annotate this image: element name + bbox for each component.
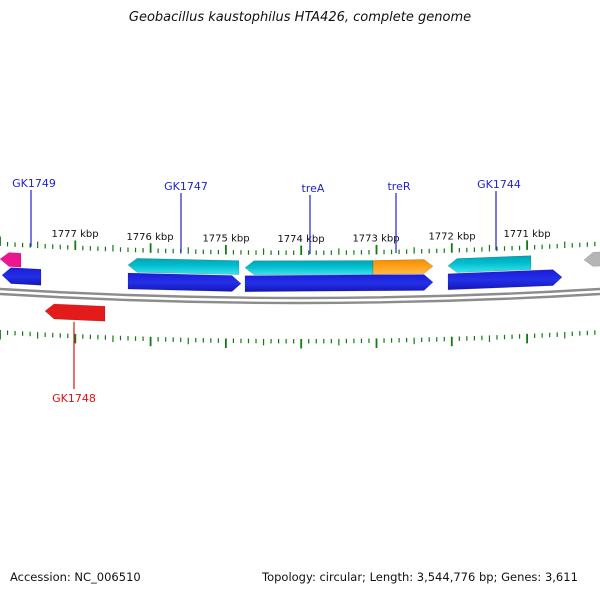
- gene-arrow-blue-2: [127, 272, 242, 292]
- genome-summary-text: Topology: circular; Length: 3,544,776 bp…: [262, 570, 578, 584]
- gene-label: GK1749: [12, 177, 56, 190]
- page-title: Geobacillus kaustophilus HTA426, complet…: [128, 10, 472, 25]
- gene-arrow-treR: [372, 259, 434, 275]
- gene-arrow-treA: [244, 260, 374, 276]
- gene-callout-lines: [30, 190, 497, 389]
- gene-label: GK1744: [477, 178, 521, 191]
- backbone-line: [0, 287, 600, 300]
- ruler-position-label: 1773 kbp: [352, 233, 399, 244]
- gene-arrow-blue-3: [244, 274, 434, 292]
- gene-label: GK1747: [164, 180, 208, 193]
- gene-arrow-cyan-2: [447, 255, 532, 273]
- accession-text: Accession: NC_006510: [10, 570, 141, 584]
- ruler-position-label: 1776 kbp: [126, 232, 173, 243]
- ruler-position-label: 1777 kbp: [51, 229, 98, 240]
- ruler-position-label: 1775 kbp: [202, 233, 249, 244]
- gene-arrow-gray: [583, 251, 600, 267]
- gene-arrow-cyan-1: [127, 258, 240, 275]
- ruler-position-label: 1771 kbp: [503, 229, 550, 240]
- gene-labels: GK1749 GK1747 treA treR GK1744 GK1748: [12, 177, 521, 405]
- ruler-position-label: 1774 kbp: [277, 234, 324, 245]
- genome-backbone: [0, 287, 600, 305]
- ruler-position-label: 1772 kbp: [428, 232, 475, 243]
- gene-label: GK1748: [52, 392, 96, 405]
- gene-arrows: [0, 251, 600, 322]
- gene-arrow-GK1748: [44, 303, 106, 322]
- ruler-ticks-bottom: [0, 330, 596, 349]
- ruler-ticks-top: [0, 236, 596, 255]
- ruler-labels: 1777 kbp 1776 kbp 1775 kbp 1774 kbp 1773 kbp…: [51, 229, 550, 245]
- backbone-line: [0, 292, 600, 305]
- gene-label: treA: [302, 182, 325, 195]
- gene-arrow-blue-1: [1, 267, 42, 286]
- gene-arrow-magenta: [0, 252, 22, 268]
- gene-arrow-blue-4: [447, 269, 563, 291]
- gene-label: treR: [387, 180, 410, 193]
